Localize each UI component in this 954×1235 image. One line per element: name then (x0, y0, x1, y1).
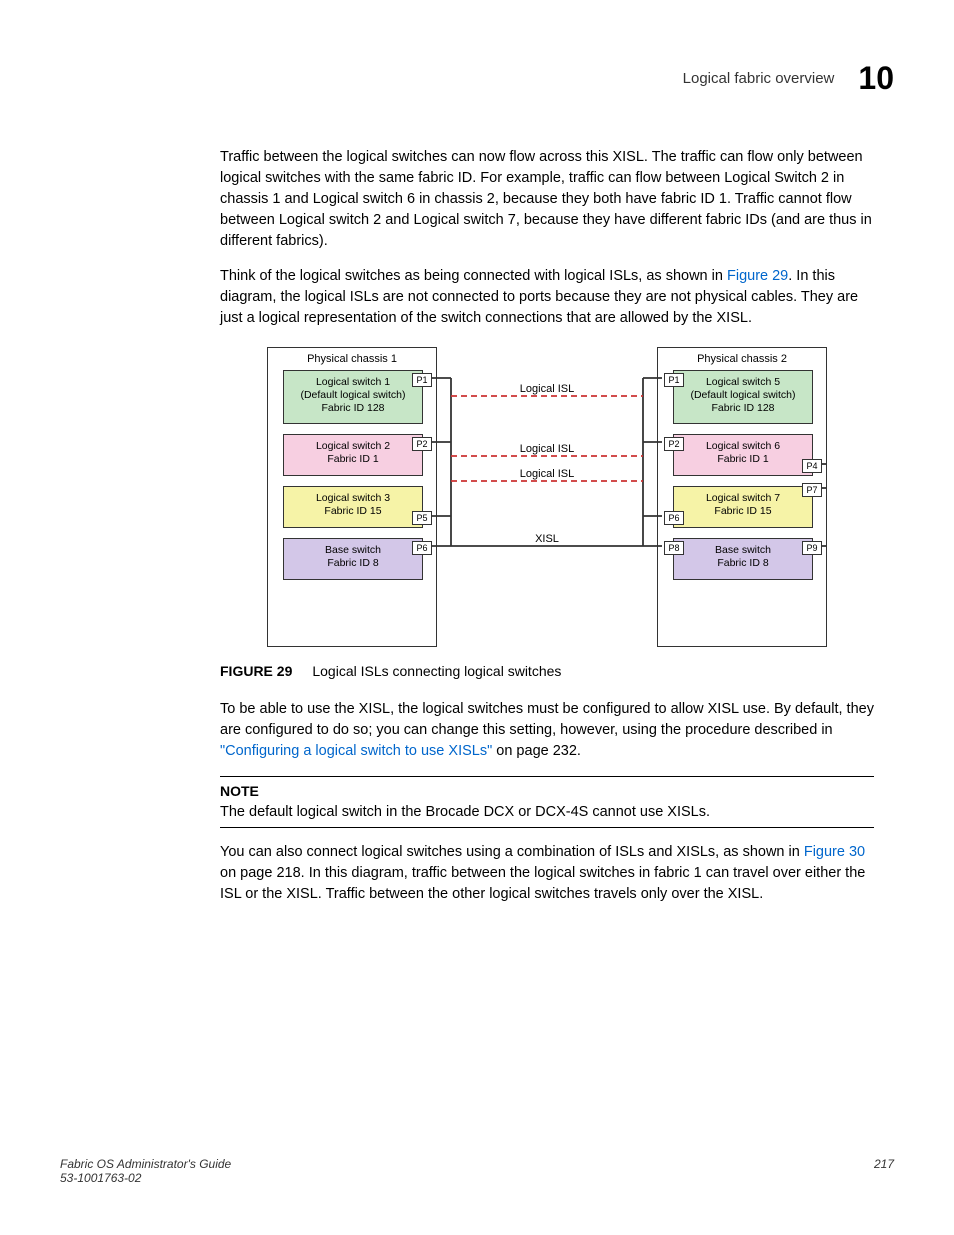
figure29-diagram: Physical chassis 1 Logical switch 1(Defau… (220, 347, 874, 647)
logical-isl-label-1: Logical ISL (497, 382, 597, 398)
logical-isl-label-2: Logical ISL (497, 442, 597, 458)
page-number: 217 (874, 1157, 894, 1185)
note-block: NOTE The default logical switch in the B… (220, 776, 874, 827)
paragraph-2: Think of the logical switches as being c… (220, 266, 874, 329)
header-title: Logical fabric overview (683, 70, 835, 87)
page: Logical fabric overview 10 Traffic betwe… (0, 0, 954, 1235)
figure29-caption: FIGURE 29 Logical ISLs connecting logical… (220, 661, 874, 681)
p3-text-b: on page 232. (492, 743, 581, 759)
logical-switch: Base switchFabric ID 8P8P9 (673, 538, 813, 580)
figure29-link[interactable]: Figure 29 (727, 268, 788, 284)
chassis-label: Physical chassis 1 (268, 352, 436, 368)
port-p1: P1 (664, 373, 684, 387)
port-p4: P4 (802, 459, 822, 473)
logical-switch: Logical switch 7Fabric ID 15P6P7 (673, 486, 813, 528)
p3-text-a: To be able to use the XISL, the logical … (220, 701, 874, 738)
logical-switch: Logical switch 6Fabric ID 1P2P4 (673, 434, 813, 476)
note-label: NOTE (220, 781, 874, 801)
footer-doc-title: Fabric OS Administrator's Guide (60, 1157, 231, 1171)
chassis-label: Physical chassis 2 (658, 352, 826, 368)
page-footer: Fabric OS Administrator's Guide 53-10017… (60, 1157, 894, 1185)
chassis-2: Physical chassis 2 Logical switch 5(Defau… (657, 347, 827, 647)
port-p1: P1 (412, 373, 432, 387)
footer-left: Fabric OS Administrator's Guide 53-10017… (60, 1157, 231, 1185)
port-p9: P9 (802, 541, 822, 555)
logical-switch: Logical switch 1(Default logical switch)… (283, 370, 423, 424)
logical-switch: Logical switch 3Fabric ID 15P5 (283, 486, 423, 528)
chassis-1: Physical chassis 1 Logical switch 1(Defau… (267, 347, 437, 647)
logical-switch: Logical switch 5(Default logical switch)… (673, 370, 813, 424)
p2-text-a: Think of the logical switches as being c… (220, 268, 727, 284)
paragraph-3: To be able to use the XISL, the logical … (220, 699, 874, 762)
port-p6: P6 (664, 511, 684, 525)
note-rule-bottom (220, 827, 874, 828)
port-p2: P2 (412, 437, 432, 451)
figure-caption-text: Logical ISLs connecting logical switches (312, 663, 561, 679)
port-p2: P2 (664, 437, 684, 451)
figure-number: FIGURE 29 (220, 663, 292, 679)
xisl-label: XISL (497, 532, 597, 548)
page-header: Logical fabric overview 10 (60, 60, 894, 97)
p4-text-a: You can also connect logical switches us… (220, 844, 804, 860)
port-p8: P8 (664, 541, 684, 555)
logical-switch: Base switchFabric ID 8P6 (283, 538, 423, 580)
logical-switch: Logical switch 2Fabric ID 1P2 (283, 434, 423, 476)
paragraph-4: You can also connect logical switches us… (220, 842, 874, 905)
config-xisl-link[interactable]: "Configuring a logical switch to use XIS… (220, 743, 492, 759)
port-p5: P5 (412, 511, 432, 525)
paragraph-1: Traffic between the logical switches can… (220, 147, 874, 252)
footer-doc-id: 53-1001763-02 (60, 1171, 231, 1185)
content-area: Traffic between the logical switches can… (220, 147, 874, 905)
p4-text-b: on page 218. In this diagram, traffic be… (220, 865, 865, 902)
note-rule-top (220, 776, 874, 777)
figure30-link[interactable]: Figure 30 (804, 844, 865, 860)
port-p6: P6 (412, 541, 432, 555)
chapter-number: 10 (858, 60, 894, 97)
port-p7: P7 (802, 483, 822, 497)
note-text: The default logical switch in the Brocad… (220, 802, 874, 823)
logical-isl-label-3: Logical ISL (497, 467, 597, 483)
